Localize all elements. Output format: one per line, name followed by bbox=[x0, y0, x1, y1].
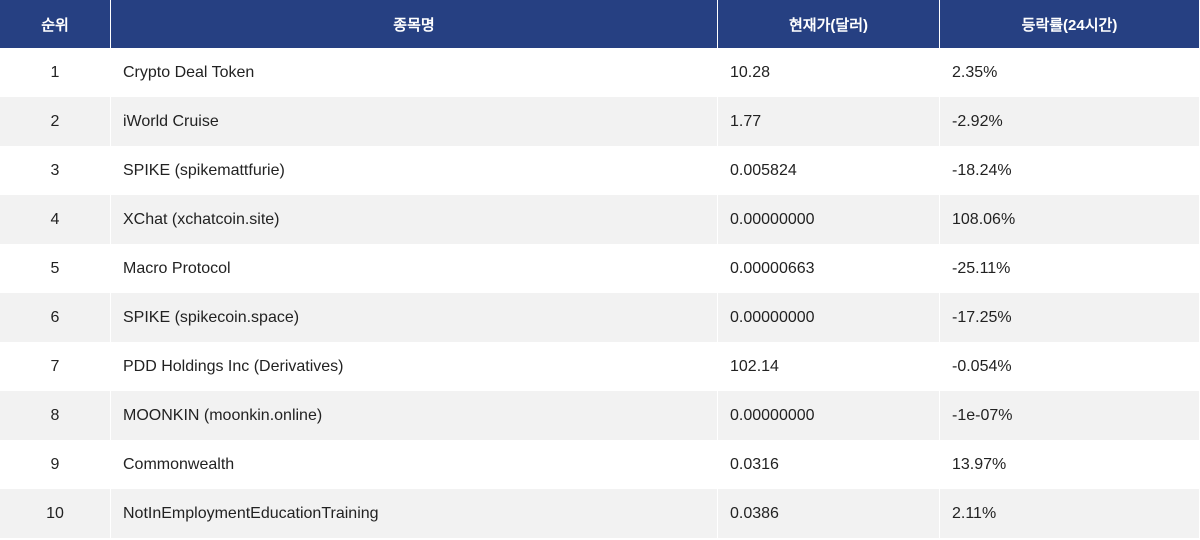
price-cell: 0.005824 bbox=[718, 146, 940, 195]
rank-cell: 7 bbox=[0, 342, 111, 391]
column-header-rank[interactable]: 순위 bbox=[0, 0, 111, 48]
column-header-name[interactable]: 종목명 bbox=[111, 0, 718, 48]
change-cell: -0.054% bbox=[940, 342, 1200, 391]
column-header-price[interactable]: 현재가(달러) bbox=[718, 0, 940, 48]
rank-cell: 10 bbox=[0, 489, 111, 538]
price-cell: 0.0316 bbox=[718, 440, 940, 489]
name-cell: XChat (xchatcoin.site) bbox=[111, 195, 718, 244]
name-cell: MOONKIN (moonkin.online) bbox=[111, 391, 718, 440]
name-cell: Macro Protocol bbox=[111, 244, 718, 293]
price-cell: 0.00000000 bbox=[718, 195, 940, 244]
name-cell: PDD Holdings Inc (Derivatives) bbox=[111, 342, 718, 391]
rank-cell: 5 bbox=[0, 244, 111, 293]
change-cell: 108.06% bbox=[940, 195, 1200, 244]
rank-cell: 6 bbox=[0, 293, 111, 342]
rank-cell: 9 bbox=[0, 440, 111, 489]
change-cell: -25.11% bbox=[940, 244, 1200, 293]
change-cell: -18.24% bbox=[940, 146, 1200, 195]
price-cell: 0.0386 bbox=[718, 489, 940, 538]
rank-cell: 8 bbox=[0, 391, 111, 440]
rank-cell: 4 bbox=[0, 195, 111, 244]
price-cell: 0.00000000 bbox=[718, 293, 940, 342]
name-cell: Crypto Deal Token bbox=[111, 48, 718, 97]
name-cell: SPIKE (spikecoin.space) bbox=[111, 293, 718, 342]
change-cell: 2.11% bbox=[940, 489, 1200, 538]
change-cell: -17.25% bbox=[940, 293, 1200, 342]
name-cell: Commonwealth bbox=[111, 440, 718, 489]
price-cell: 0.00000000 bbox=[718, 391, 940, 440]
name-cell: NotInEmploymentEducationTraining bbox=[111, 489, 718, 538]
price-cell: 0.00000663 bbox=[718, 244, 940, 293]
rank-cell: 3 bbox=[0, 146, 111, 195]
rank-cell: 1 bbox=[0, 48, 111, 97]
change-cell: -1e-07% bbox=[940, 391, 1200, 440]
change-cell: 2.35% bbox=[940, 48, 1200, 97]
rank-cell: 2 bbox=[0, 97, 111, 146]
name-cell: iWorld Cruise bbox=[111, 97, 718, 146]
column-header-change[interactable]: 등락률(24시간) bbox=[940, 0, 1200, 48]
name-cell: SPIKE (spikemattfurie) bbox=[111, 146, 718, 195]
price-cell: 10.28 bbox=[718, 48, 940, 97]
price-cell: 1.77 bbox=[718, 97, 940, 146]
change-cell: 13.97% bbox=[940, 440, 1200, 489]
change-cell: -2.92% bbox=[940, 97, 1200, 146]
price-cell: 102.14 bbox=[718, 342, 940, 391]
